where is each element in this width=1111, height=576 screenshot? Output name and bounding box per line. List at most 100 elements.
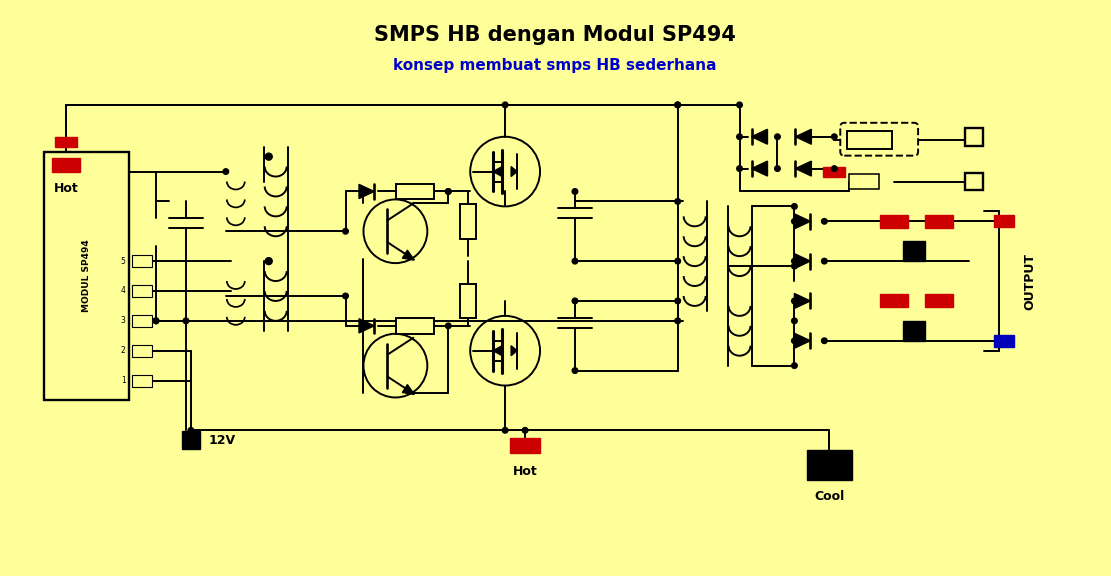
Circle shape	[572, 368, 578, 373]
Polygon shape	[794, 214, 810, 229]
Text: 4: 4	[121, 286, 126, 295]
Bar	[460, 283, 477, 319]
Bar	[510, 438, 540, 453]
Circle shape	[446, 323, 451, 328]
Circle shape	[792, 259, 798, 264]
Circle shape	[153, 318, 159, 324]
Circle shape	[831, 166, 837, 172]
Polygon shape	[751, 129, 768, 144]
Text: OUTPUT: OUTPUT	[1024, 252, 1037, 309]
FancyBboxPatch shape	[840, 123, 918, 156]
Polygon shape	[795, 161, 811, 176]
Polygon shape	[751, 161, 768, 176]
Bar	[994, 335, 1014, 347]
Bar	[131, 285, 151, 297]
Circle shape	[821, 259, 827, 264]
Bar	[460, 204, 477, 238]
Text: 1: 1	[121, 376, 126, 385]
Text: Cool: Cool	[814, 490, 844, 503]
Circle shape	[342, 229, 349, 234]
Circle shape	[153, 318, 159, 324]
Circle shape	[223, 169, 229, 175]
Text: Hot: Hot	[512, 465, 538, 478]
Polygon shape	[493, 346, 502, 355]
Circle shape	[446, 189, 451, 194]
Circle shape	[774, 134, 780, 139]
Circle shape	[361, 189, 367, 194]
Circle shape	[674, 102, 680, 108]
Bar	[397, 184, 434, 199]
Polygon shape	[794, 334, 810, 348]
Circle shape	[674, 298, 680, 304]
Circle shape	[821, 338, 827, 343]
Circle shape	[737, 166, 742, 172]
Bar	[52, 158, 80, 172]
Circle shape	[792, 363, 798, 369]
Bar	[849, 174, 879, 189]
Circle shape	[183, 318, 189, 324]
Bar	[965, 173, 983, 191]
Circle shape	[342, 293, 349, 299]
Circle shape	[502, 102, 508, 108]
Bar	[131, 315, 151, 327]
Circle shape	[821, 218, 827, 224]
Circle shape	[792, 318, 798, 324]
Bar	[903, 321, 925, 341]
Polygon shape	[493, 166, 502, 176]
Bar	[880, 294, 908, 308]
Text: konsep membuat smps HB sederhana: konsep membuat smps HB sederhana	[393, 58, 717, 73]
Text: SMPS HB dengan Modul SP494: SMPS HB dengan Modul SP494	[374, 25, 735, 46]
Bar	[807, 450, 852, 480]
Circle shape	[674, 199, 680, 204]
Polygon shape	[359, 184, 374, 199]
Bar	[880, 215, 908, 228]
Circle shape	[361, 323, 367, 328]
Circle shape	[502, 427, 508, 433]
Circle shape	[737, 102, 742, 108]
Text: 5: 5	[121, 257, 126, 266]
Bar	[903, 241, 925, 261]
Circle shape	[572, 298, 578, 304]
Circle shape	[737, 134, 742, 139]
Bar	[994, 215, 1014, 228]
Bar	[397, 318, 434, 334]
Polygon shape	[795, 129, 811, 144]
Polygon shape	[402, 385, 414, 395]
Text: Hot: Hot	[53, 181, 79, 195]
Bar	[43, 151, 129, 400]
Bar	[131, 344, 151, 357]
Polygon shape	[511, 166, 517, 176]
Circle shape	[522, 427, 528, 433]
Circle shape	[792, 263, 798, 269]
Bar	[847, 131, 892, 149]
Circle shape	[266, 153, 272, 160]
Circle shape	[792, 338, 798, 343]
Circle shape	[446, 189, 451, 194]
Circle shape	[572, 189, 578, 194]
Polygon shape	[402, 250, 414, 260]
Bar	[131, 374, 151, 386]
Bar	[182, 431, 200, 449]
Circle shape	[792, 203, 798, 209]
Circle shape	[792, 218, 798, 224]
Circle shape	[266, 257, 272, 264]
Circle shape	[792, 298, 798, 304]
Text: 12V: 12V	[209, 434, 236, 447]
Bar	[925, 215, 953, 228]
Circle shape	[572, 259, 578, 264]
Polygon shape	[794, 253, 810, 268]
Bar	[131, 255, 151, 267]
Text: 2: 2	[121, 346, 126, 355]
Polygon shape	[794, 294, 810, 308]
Bar	[965, 128, 983, 146]
Circle shape	[188, 427, 193, 433]
Polygon shape	[359, 319, 374, 333]
Bar	[925, 294, 953, 308]
Circle shape	[774, 166, 780, 172]
Polygon shape	[511, 346, 517, 355]
Text: MODUL SP494: MODUL SP494	[82, 240, 91, 312]
Bar	[56, 137, 77, 147]
Circle shape	[674, 259, 680, 264]
Circle shape	[831, 134, 837, 139]
Bar	[823, 166, 845, 176]
